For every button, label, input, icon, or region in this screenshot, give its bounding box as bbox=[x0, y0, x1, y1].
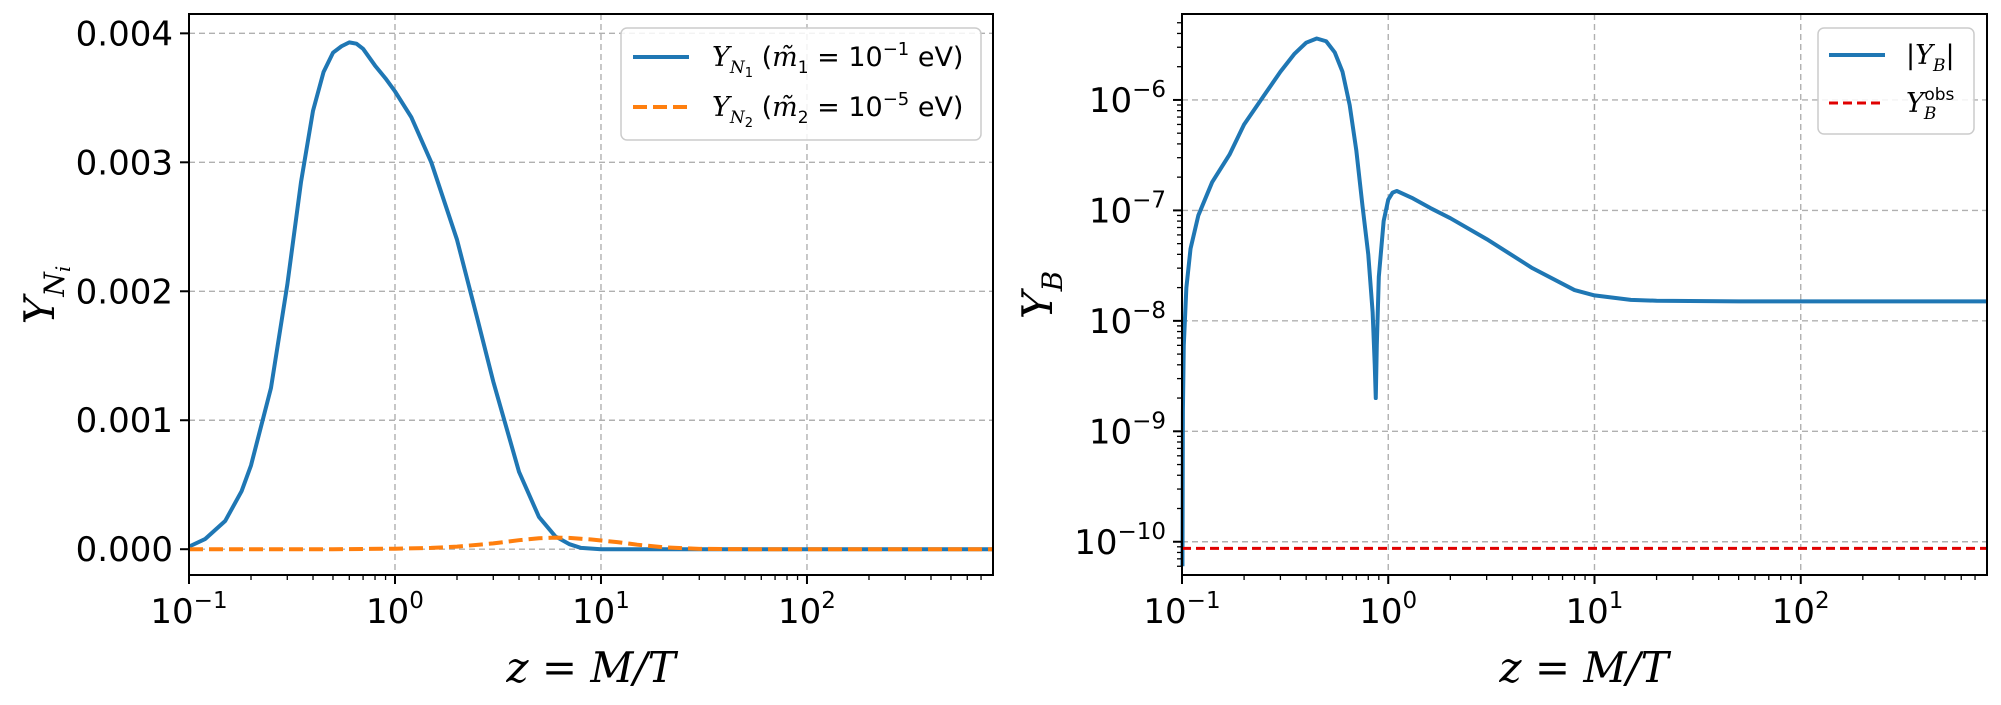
right-x-tick-label: 10−1 bbox=[1143, 588, 1220, 632]
left-x-tick-label: 10−1 bbox=[150, 588, 227, 632]
right-series-line-1 bbox=[1180, 36, 1987, 567]
right-y-tick-label: 10−6 bbox=[1089, 77, 1166, 121]
left-y-axis-title: YNi bbox=[15, 266, 75, 325]
right-chart: 10−1 100 101 102 10−10 10−9 10−8 10−7 10−6 z = M… bbox=[1013, 13, 1988, 692]
left-x-tick-label: 100 bbox=[366, 588, 424, 632]
right-y-tick-label: 10−9 bbox=[1089, 408, 1166, 452]
legend-label-YN1: YN1 (m̃1 = 10−1 eV) bbox=[712, 39, 963, 81]
left-y-tick-label: 0.002 bbox=[76, 272, 173, 312]
left-series-line-2 bbox=[189, 535, 993, 552]
right-y-tick-label: 10−7 bbox=[1089, 187, 1166, 231]
left-chart: 10−1 100 101 102 0.000 0.001 0.002 0.003 0.004 z… bbox=[15, 13, 994, 692]
right-x-tick-label: 102 bbox=[1772, 588, 1830, 632]
right-x-axis-title: z = M/T bbox=[1498, 643, 1671, 692]
left-y-tick-label: 0.001 bbox=[76, 401, 173, 441]
right-x-tick-label: 100 bbox=[1359, 588, 1417, 632]
left-legend-box bbox=[620, 27, 982, 141]
legend-label-YB: |YB| bbox=[1906, 40, 1955, 76]
left-y-tick-label: 0.004 bbox=[76, 14, 173, 54]
right-y-tick-label: 10−8 bbox=[1089, 298, 1166, 342]
left-series-line-1 bbox=[188, 40, 993, 552]
left-y-tick-label: 0.000 bbox=[76, 530, 173, 570]
right-x-tick-label: 101 bbox=[1566, 588, 1624, 632]
right-y-axis-title: YB bbox=[1013, 271, 1069, 319]
right-y-tick-label: 10−10 bbox=[1074, 519, 1166, 563]
left-x-tick-label: 101 bbox=[572, 588, 630, 632]
legend-label-YBobs: YBobs bbox=[1906, 85, 1955, 124]
legend-label-YN2: YN2 (m̃2 = 10−5 eV) bbox=[712, 89, 963, 131]
left-x-tick-label: 102 bbox=[778, 588, 836, 632]
left-legend: YN1 (m̃1 = 10−1 eV) YN2 (m̃2 = 10−5 eV) bbox=[620, 27, 982, 141]
left-x-axis-title: z = M/T bbox=[505, 643, 678, 692]
left-y-tick-label: 0.003 bbox=[76, 143, 173, 183]
right-legend: |YB| YBobs bbox=[1817, 27, 1975, 135]
